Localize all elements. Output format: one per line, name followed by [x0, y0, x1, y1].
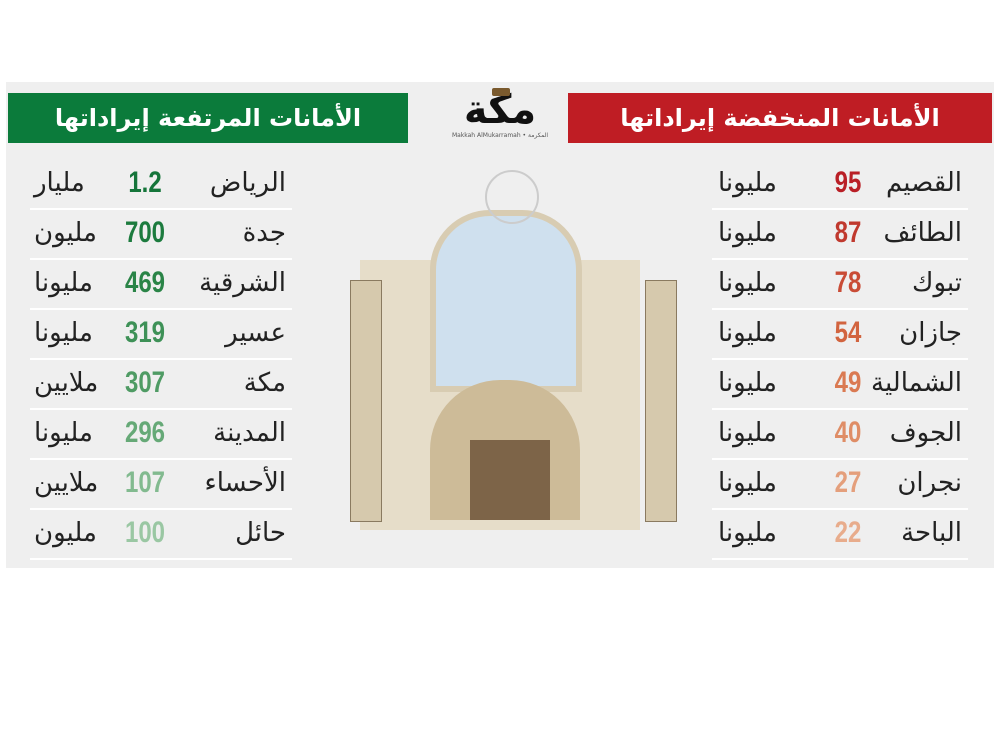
- revenue-unit: مليونا: [718, 318, 777, 348]
- city-name: نجران: [897, 468, 962, 498]
- table-row: حائل 100 مليون: [30, 510, 292, 560]
- city-name: حائل: [235, 518, 286, 548]
- revenue-value: 307: [124, 366, 166, 399]
- city-name: الشرقية: [199, 268, 286, 298]
- city-name: مكة: [243, 368, 286, 398]
- revenue-value: 95: [834, 166, 862, 199]
- city-name: جازان: [899, 318, 962, 348]
- revenue-value: 78: [834, 266, 862, 299]
- revenue-value: 700: [124, 216, 166, 249]
- revenue-value: 107: [124, 466, 166, 499]
- table-row: مكة 307 ملايين: [30, 360, 292, 410]
- table-row: المدينة 296 مليونا: [30, 410, 292, 460]
- table-row: الأحساء 107 ملايين: [30, 460, 292, 510]
- table-row: نجران 27 مليونا: [712, 460, 968, 510]
- revenue-unit: ملايين: [34, 468, 99, 498]
- table-row: الباحة 22 مليونا: [712, 510, 968, 560]
- logo-kaaba-icon: [492, 88, 510, 96]
- revenue-value: 296: [124, 416, 166, 449]
- revenue-unit: مليار: [34, 168, 85, 198]
- city-name: الأحساء: [204, 468, 286, 498]
- revenue-value: 1.2: [128, 166, 162, 199]
- header-high-revenue: الأمانات المرتفعة إيراداتها: [8, 93, 408, 143]
- revenue-unit: مليونا: [718, 218, 777, 248]
- revenue-value: 40: [834, 416, 862, 449]
- city-name: الجوف: [889, 418, 962, 448]
- revenue-value: 22: [834, 516, 862, 549]
- revenue-unit: مليونا: [718, 518, 777, 548]
- city-name: عسير: [225, 318, 286, 348]
- revenue-value: 49: [834, 366, 862, 399]
- table-row: جازان 54 مليونا: [712, 310, 968, 360]
- revenue-value: 100: [124, 516, 166, 549]
- low-revenue-table: القصيم 95 مليونا الطائف 87 مليونا تبوك 78 مليونا…: [712, 160, 968, 560]
- revenue-unit: مليونا: [718, 368, 777, 398]
- revenue-value: 54: [834, 316, 862, 349]
- revenue-value: 27: [834, 466, 862, 499]
- table-row: الرياض 1.2 مليار: [30, 160, 292, 210]
- revenue-value: 87: [834, 216, 862, 249]
- table-row: عسير 319 مليونا: [30, 310, 292, 360]
- logo: مكة Makkah AlMukarramah • المكرمة: [440, 88, 560, 148]
- building-illustration: [300, 150, 700, 540]
- high-revenue-table: الرياض 1.2 مليار جدة 700 مليون الشرقية 469 مليون…: [30, 160, 292, 560]
- revenue-unit: مليون: [34, 518, 97, 548]
- table-row: القصيم 95 مليونا: [712, 160, 968, 210]
- header-low-revenue: الأمانات المنخفضة إيراداتها: [568, 93, 992, 143]
- revenue-unit: مليونا: [34, 418, 93, 448]
- revenue-unit: مليونا: [718, 418, 777, 448]
- table-row: الطائف 87 مليونا: [712, 210, 968, 260]
- city-name: المدينة: [213, 418, 286, 448]
- table-row: جدة 700 مليون: [30, 210, 292, 260]
- revenue-unit: مليونا: [718, 468, 777, 498]
- city-name: جدة: [242, 218, 286, 248]
- city-name: الرياض: [209, 168, 286, 198]
- city-name: الطائف: [883, 218, 962, 248]
- logo-subtitle: Makkah AlMukarramah • المكرمة: [451, 132, 549, 139]
- table-row: الشمالية 49 مليونا: [712, 360, 968, 410]
- revenue-unit: مليونا: [718, 168, 777, 198]
- revenue-unit: مليونا: [34, 268, 93, 298]
- revenue-unit: مليون: [34, 218, 97, 248]
- table-row: الشرقية 469 مليونا: [30, 260, 292, 310]
- table-row: تبوك 78 مليونا: [712, 260, 968, 310]
- city-name: القصيم: [886, 168, 962, 198]
- revenue-unit: مليونا: [34, 318, 93, 348]
- table-row: الجوف 40 مليونا: [712, 410, 968, 460]
- revenue-unit: مليونا: [718, 268, 777, 298]
- city-name: الباحة: [901, 518, 962, 548]
- city-name: تبوك: [912, 268, 962, 298]
- revenue-value: 469: [124, 266, 166, 299]
- city-name: الشمالية: [871, 368, 962, 398]
- revenue-value: 319: [124, 316, 166, 349]
- revenue-unit: ملايين: [34, 368, 99, 398]
